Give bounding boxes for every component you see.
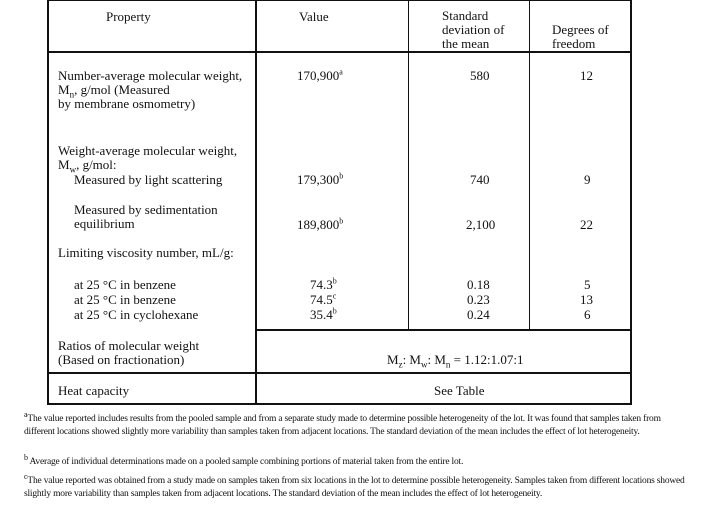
row-v1-dof: 5 [584,277,591,292]
table-border-bottom [47,403,632,405]
value: 35.4 [310,307,333,322]
header-dof-line: freedom [552,36,596,51]
row-v3-dof: 6 [584,307,591,322]
footnote-text: The value reported includes results from… [24,414,661,437]
symbol: M [58,82,70,97]
table-border-right [630,0,632,405]
subscript: n [69,89,75,100]
row-ratio-label: Ratios of molecular weight (Based on fra… [58,339,199,367]
value: 74.3 [310,277,333,292]
footnote-text: The value reported was obtained from a s… [24,476,685,499]
row-v2-value: 74.5c [310,291,337,307]
label-line: equilibrium [74,216,135,231]
header-dof: Degrees of freedom [552,23,609,51]
row-sed-label: Measured by sedimentation equilibrium [74,203,218,231]
header-value: Value [299,9,329,24]
row-v3-std: 0.24 [467,307,490,322]
row-ls-std: 740 [470,172,490,187]
symbol: : M [427,352,446,367]
label-line: (Based on fractionation) [58,352,185,367]
footnote-a: aThe value reported includes results fro… [24,409,692,438]
text: , g/mol (Measured [74,82,170,97]
subscript: n [445,359,451,370]
row-visc-label: Limiting viscosity number, mL/g: [58,245,234,260]
row-v1-std: 0.18 [467,277,490,292]
subscript: z [398,359,403,370]
row-v2-label: at 25 °C in benzene [74,292,176,307]
label-line: by membrane osmometry) [58,96,196,111]
row-v1-label: at 25 °C in benzene [74,277,176,292]
symbol: M [58,157,70,172]
label-line: Number-average molecular weight, [58,68,243,83]
row-v3-label: at 25 °C in cyclohexane [74,307,199,322]
row-v2-std: 0.23 [467,292,490,307]
label-line: Measured by sedimentation [74,202,218,217]
row-ls-label: Measured by light scattering [74,172,223,187]
row-heat-value: See Table [434,383,485,398]
footnote-ref: b [339,216,344,226]
footnote-ref: b [339,171,344,181]
header-divider [47,51,632,53]
footnote-ref: c [332,291,337,301]
header-dof-line: Degrees of [552,22,609,37]
symbol: : M [402,352,421,367]
row-sed-dof: 22 [580,217,593,232]
header-std-dev-line: Standard [442,8,489,23]
text: , g/mol: [76,157,117,172]
row-mn-dof: 12 [580,68,593,83]
footnote-mark: b [24,452,28,462]
row-mn-value: 170,900a [297,67,343,83]
value: 170,900 [297,68,340,83]
label-line: Ratios of molecular weight [58,338,200,353]
header-std-dev-line: the mean [442,36,490,51]
row-ls-dof: 9 [584,172,591,187]
row-mn-std: 580 [470,68,490,83]
value: 74.5 [310,292,333,307]
row-heat-label: Heat capacity [58,383,130,398]
subscript: w [69,164,77,175]
row-mw-label: Weight-average molecular weight, Mw, g/m… [58,143,238,175]
col-divider-3 [529,0,530,331]
row-v1-value: 74.3b [310,276,337,292]
ratio-text: = 1.12:1.07:1 [450,352,524,367]
row-v3-value: 35.4b [310,306,337,322]
subscript: w [420,359,428,370]
col-divider-1 [255,0,257,405]
symbol: M [387,352,399,367]
footnote-b: b Average of individual determinations m… [24,452,692,469]
row-sed-value: 189,800b [297,216,344,232]
footnote-c: cThe value reported was obtained from a … [24,471,692,500]
row-mn-label: Number-average molecular weight, Mn, g/m… [58,69,242,111]
header-property: Property [106,9,151,24]
row-v2-dof: 13 [580,292,593,307]
footnote-ref: a [339,67,343,77]
row-sed-std: 2,100 [466,217,496,232]
value: 189,800 [297,217,340,232]
footnote-mark: c [24,471,28,481]
header-std-dev: Standard deviation of the mean [442,9,504,51]
ratio-bottom-line [47,372,632,374]
footnote-ref: b [332,276,337,286]
footnote-ref: b [332,306,337,316]
row-ratio-value: Mz: Mw: Mn = 1.12:1.07:1 [387,352,524,370]
label-line: Weight-average molecular weight, [58,143,238,158]
col-divider-2 [408,0,409,331]
label-line: Mw, g/mol: [58,157,237,175]
row-ls-value: 179,300b [297,171,344,187]
value: 179,300 [297,172,340,187]
table-border-top [47,0,632,1]
table-border-left [47,0,49,405]
footnote-mark: a [24,409,28,419]
label-line: Mn, g/mol (Measured [58,82,242,100]
header-std-dev-line: deviation of [442,22,505,37]
viscosity-bottom-line [255,329,632,331]
footnote-text: Average of individual determinations mad… [29,457,464,467]
